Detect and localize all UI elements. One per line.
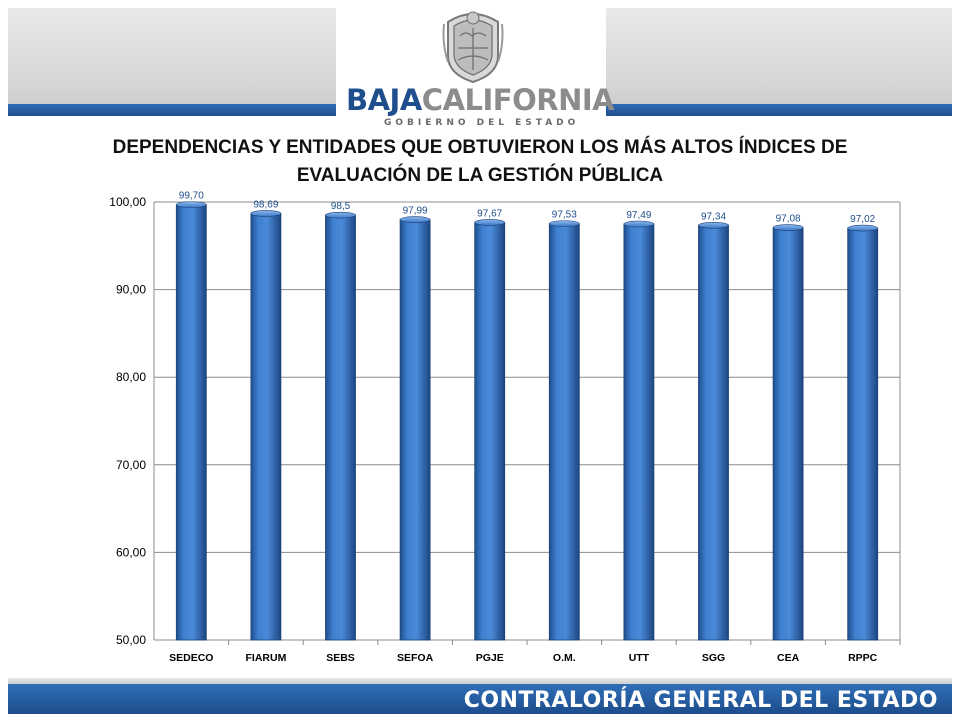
x-tick-label: O.M. xyxy=(553,652,576,664)
y-tick-label: 50,00 xyxy=(116,633,146,647)
bar-sebs xyxy=(325,214,356,641)
x-tick-label: SEDECO xyxy=(169,652,213,664)
y-tick-label: 100,00 xyxy=(109,195,146,209)
bar-cap xyxy=(474,219,506,226)
bar-cap xyxy=(847,224,879,232)
y-tick-label: 60,00 xyxy=(116,545,146,559)
x-tick-label: SEBS xyxy=(326,652,355,664)
value-label: 98,69 xyxy=(253,199,278,210)
bar-cap xyxy=(176,201,207,208)
x-tick-label: CEA xyxy=(777,652,800,664)
footer-shadow xyxy=(8,678,952,684)
y-tick-label: 70,00 xyxy=(116,458,146,472)
title-line-2: EVALUACIÓN DE LA GESTIÓN PÚBLICA xyxy=(296,165,664,186)
bar-utt xyxy=(623,223,655,641)
y-tick-label: 90,00 xyxy=(116,283,146,297)
bar-cap xyxy=(698,222,729,229)
bar-fiarum xyxy=(250,213,282,641)
bar-cap xyxy=(548,220,580,227)
value-label: 97,99 xyxy=(403,206,428,217)
footer-title: CONTRALORÍA GENERAL DEL ESTADO xyxy=(463,688,938,713)
value-label: 98,5 xyxy=(331,201,351,212)
brand-part1: BAJA xyxy=(346,83,422,117)
x-tick-label: FIARUM xyxy=(245,652,286,664)
brand-subtitle: GOBIERNO DEL ESTADO xyxy=(384,118,580,128)
state-seal-icon xyxy=(442,11,504,84)
x-tick-label: RPPC xyxy=(848,652,878,664)
brand-part2: CALIFORNIA xyxy=(421,83,615,117)
value-label: 97,08 xyxy=(776,214,801,225)
value-label: 99,70 xyxy=(179,191,204,202)
bar-sefoa xyxy=(399,219,431,641)
bar-cap xyxy=(623,220,655,228)
bar-sedeco xyxy=(175,204,207,641)
x-tick-label: UTT xyxy=(629,652,650,664)
value-label: 97,02 xyxy=(850,214,875,225)
value-label: 97,53 xyxy=(552,210,577,221)
bar-cap xyxy=(772,224,804,231)
bar-om xyxy=(548,223,580,641)
bar-pgje xyxy=(474,222,506,641)
bar-sgg xyxy=(698,224,729,641)
footer-band xyxy=(8,684,952,714)
page-title: DEPENDENCIAS Y ENTIDADES QUE OBTUVIERON … xyxy=(60,134,900,190)
bar-cea xyxy=(772,227,804,641)
bar-layer xyxy=(175,201,879,641)
x-tick-label: PGJE xyxy=(476,652,504,664)
title-line-1: DEPENDENCIAS Y ENTIDADES QUE OBTUVIERON … xyxy=(112,137,848,158)
bar-chart: 50,00 60,00 70,00 80,00 90,00 100,00 99,70 SEDE… xyxy=(109,191,901,664)
x-tick-label: SGG xyxy=(702,652,725,664)
value-label: 97,49 xyxy=(626,210,651,221)
x-tick-label: SEFOA xyxy=(397,652,434,664)
bar-cap xyxy=(399,216,431,223)
bar-rppc xyxy=(847,227,879,641)
value-label: 97,67 xyxy=(477,208,502,219)
label-layer: 50,00 60,00 70,00 80,00 90,00 100,00 99,70 SEDE… xyxy=(109,191,877,664)
bar-cap xyxy=(325,211,356,219)
value-label: 97,34 xyxy=(701,211,726,222)
bar-cap xyxy=(250,210,282,217)
y-tick-label: 80,00 xyxy=(116,370,146,384)
brand-logo: BAJACALIFORNIA xyxy=(346,83,615,117)
